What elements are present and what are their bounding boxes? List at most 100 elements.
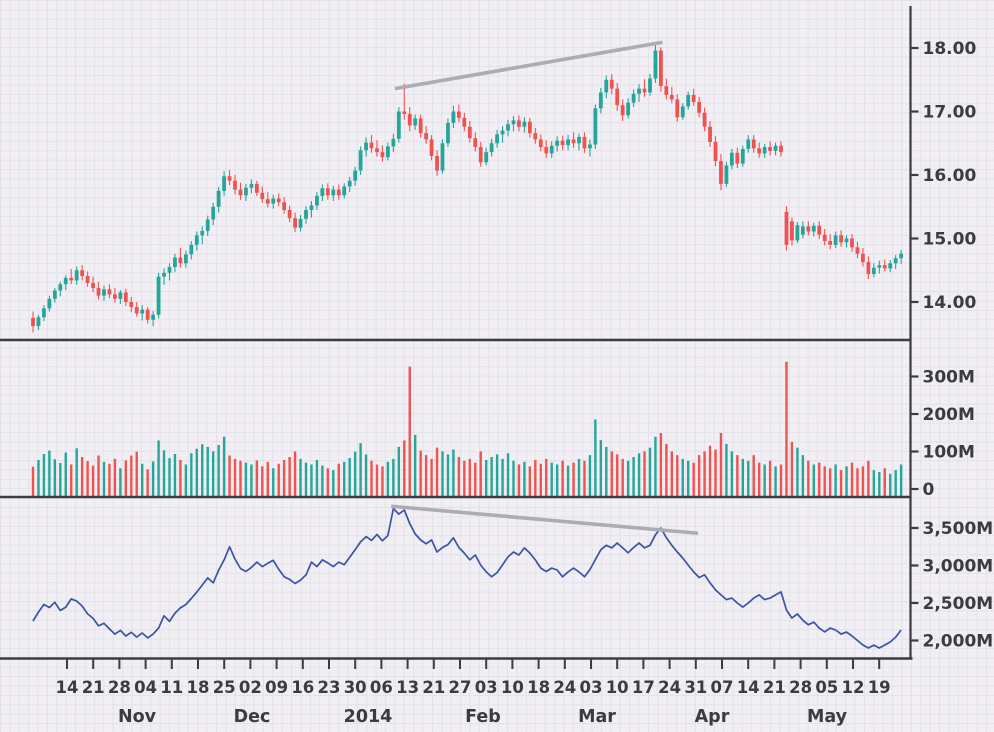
- candle-body: [495, 134, 499, 144]
- candle-body: [620, 105, 625, 116]
- volume-bar: [80, 457, 84, 496]
- candle-body: [162, 272, 166, 277]
- volume-bar: [495, 454, 499, 496]
- candle-body: [653, 50, 658, 79]
- candlestick-panel: [31, 44, 904, 333]
- volume-bar: [299, 458, 302, 496]
- candle-body: [506, 124, 510, 131]
- volume-bar: [605, 446, 608, 496]
- volume-bar: [845, 466, 848, 496]
- candle-body: [293, 218, 297, 228]
- candle-body: [790, 221, 794, 241]
- candle-body: [260, 192, 265, 200]
- candle-body: [254, 183, 259, 193]
- candle-body: [719, 161, 723, 184]
- candle-body: [855, 247, 860, 254]
- volume-bar: [64, 452, 67, 496]
- volume-bar: [190, 453, 193, 496]
- volume-bar: [889, 473, 892, 496]
- x-tick-label: 14: [737, 678, 760, 697]
- volume-bar: [796, 447, 799, 496]
- candle-body: [287, 209, 292, 219]
- candle-body: [713, 141, 718, 162]
- volume-bar: [288, 457, 291, 496]
- volume-bar: [310, 464, 313, 496]
- x-tick-label: 21: [763, 678, 786, 697]
- candle-body: [555, 140, 560, 146]
- x-tick-label: 09: [265, 678, 288, 697]
- volume-bar: [135, 451, 138, 496]
- x-tick-label: 24: [658, 678, 681, 697]
- volume-bar: [894, 470, 897, 496]
- volume-bar: [468, 458, 471, 496]
- candle-body: [691, 94, 696, 102]
- volume-bar: [244, 462, 248, 496]
- candle-body: [123, 292, 128, 302]
- candle-body: [424, 133, 429, 140]
- x-tick-label: 02: [239, 678, 262, 697]
- volume-bar: [626, 460, 630, 496]
- candle-body: [533, 133, 538, 140]
- x-tick-label: 17: [632, 678, 655, 697]
- x-tick-label: 25: [213, 678, 236, 697]
- y-tick-label: 15.00: [923, 230, 977, 250]
- candle-body: [342, 186, 347, 196]
- candle-body: [538, 139, 543, 148]
- candle-body: [145, 309, 150, 320]
- volume-bar: [70, 464, 73, 496]
- candle-body: [751, 139, 756, 149]
- candle-body: [768, 147, 772, 151]
- volume-bar: [364, 454, 368, 496]
- volume-bar: [124, 460, 128, 496]
- volume-bar: [883, 468, 886, 496]
- candle-body: [233, 180, 237, 190]
- candle-body: [91, 282, 95, 289]
- x-tick-label: 23: [318, 678, 341, 697]
- volume-bar: [277, 463, 280, 496]
- volume-bar: [561, 460, 564, 496]
- x-tick-label: 05: [815, 678, 838, 697]
- x-tick-label: 18: [187, 678, 210, 697]
- candle-body: [183, 254, 188, 264]
- x-tick-label: 03: [580, 678, 603, 697]
- obv-panel: [32, 507, 902, 649]
- candle-body: [353, 170, 358, 181]
- month-label: 2014: [344, 707, 393, 727]
- volume-bar: [528, 466, 532, 496]
- volume-bar: [201, 444, 204, 496]
- volume-bar: [730, 451, 734, 496]
- candle-body: [822, 234, 827, 242]
- candle-body: [325, 188, 330, 196]
- candle-body: [429, 139, 434, 156]
- volume-bar: [681, 458, 684, 496]
- volume-bar: [359, 443, 362, 496]
- candle-body: [850, 238, 854, 248]
- right-axis: 18.00 17.00 16.00 15.00 14.00 300M 200M 100M 0 3,…: [910, 39, 994, 652]
- x-tick-label: 19: [868, 678, 891, 697]
- volume-bar: [550, 462, 553, 496]
- candle-body: [451, 111, 456, 123]
- candle-body: [582, 136, 587, 149]
- volume-bar: [392, 458, 395, 496]
- y-tick-label: 2,000M: [923, 632, 994, 652]
- volume-bar: [304, 462, 308, 496]
- candle-body: [118, 292, 123, 299]
- volume-bar: [146, 469, 149, 496]
- volume-bar: [353, 451, 357, 496]
- x-tick-label: 16: [291, 678, 314, 697]
- candle-body: [467, 126, 472, 139]
- candle-body: [729, 152, 734, 166]
- volume-bar: [414, 434, 417, 496]
- candle-body: [648, 78, 652, 93]
- x-tick-label: 18: [527, 678, 550, 697]
- volume-bar: [403, 440, 406, 496]
- candle-body: [888, 263, 893, 269]
- volume-bar: [441, 451, 444, 496]
- volume-bar: [59, 463, 62, 496]
- candle-body: [52, 290, 57, 299]
- candle-body: [358, 150, 363, 171]
- volume-bar: [801, 455, 805, 496]
- volume-bar: [195, 448, 198, 496]
- candle-body: [36, 317, 41, 327]
